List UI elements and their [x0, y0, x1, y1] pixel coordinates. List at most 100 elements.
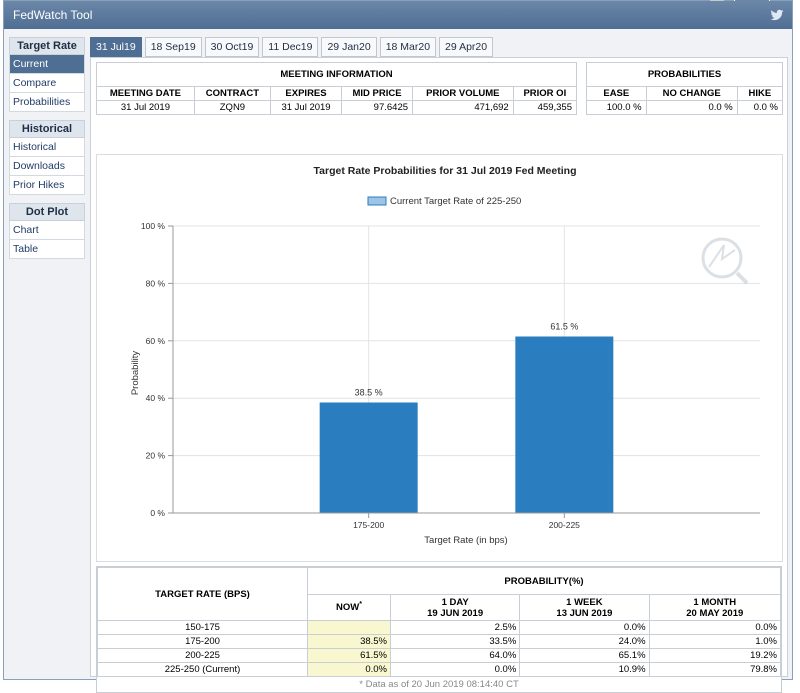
sidebar-item-chart[interactable]: Chart [9, 221, 85, 240]
prior-oi-value: 459,355 [512, 100, 578, 115]
col-prior-volume: PRIOR VOLUME [412, 86, 514, 101]
x-tick-label: 200-225 [549, 520, 580, 530]
sidebar-heading-historical: Historical [9, 120, 85, 138]
meeting-info-table: MEETING INFORMATION MEETING DATE CONTRAC… [96, 62, 578, 115]
probability-table-container: TARGET RATE (BPS) PROBABILITY(%) NOW* 1 … [96, 566, 782, 693]
sidebar-heading-target-rate: Target Rate [9, 37, 85, 55]
col-1-month: 1 MONTH 20 MAY 2019 [648, 594, 782, 621]
col-now: NOW* [307, 594, 391, 621]
sidebar-nav: Target Rate Current Compare Probabilitie… [9, 37, 85, 259]
col-1-day: 1 DAY 19 JUN 2019 [389, 594, 521, 621]
tab-18-sep19[interactable]: 18 Sep19 [144, 37, 202, 57]
expires-value: 31 Jul 2019 [269, 100, 343, 115]
day-cell: 2.5% [389, 620, 521, 635]
rate-cell: 175-200 [97, 634, 308, 649]
now-cell: 0.0% [307, 662, 391, 677]
content-panel: MEETING INFORMATION MEETING DATE CONTRAC… [90, 57, 788, 693]
col-expires: EXPIRES [269, 86, 343, 101]
col-ease: EASE [586, 86, 647, 101]
col-hike: HIKE [736, 86, 784, 101]
data-timestamp-footnote: * Data as of 20 Jun 2019 08:14:40 CT [359, 679, 519, 690]
meeting-date-value: 31 Jul 2019 [96, 100, 195, 115]
col-1-day-date: 19 JUN 2019 [427, 607, 484, 619]
col-target-rate: TARGET RATE (BPS) [97, 567, 308, 621]
month-cell: 79.8% [648, 662, 782, 677]
col-now-label: NOW [336, 602, 360, 614]
col-1-month-date: 20 MAY 2019 [686, 607, 744, 619]
now-cell: 61.5% [307, 648, 391, 663]
y-axis: 0 % 20 % 40 % 60 % 80 % 100 % [141, 221, 174, 518]
sidebar-item-current[interactable]: Current [9, 55, 85, 74]
watermark-logo-icon [701, 237, 749, 285]
ease-value: 100.0 % [586, 100, 647, 115]
probability-table: TARGET RATE (BPS) PROBABILITY(%) NOW* 1 … [97, 567, 782, 677]
title-bar: FedWatch Tool [4, 1, 792, 29]
tab-30-oct19[interactable]: 30 Oct19 [204, 37, 260, 57]
day-cell: 0.0% [389, 662, 521, 677]
month-cell: 19.2% [648, 648, 782, 663]
tab-29-apr20[interactable]: 29 Apr20 [439, 37, 494, 57]
window-title: FedWatch Tool [13, 8, 93, 22]
tab-18-mar20[interactable]: 18 Mar20 [379, 37, 437, 57]
bar-200-225[interactable] [515, 336, 614, 513]
day-cell: 64.0% [389, 648, 521, 663]
chart-grid [173, 225, 760, 514]
week-cell: 65.1% [519, 648, 650, 663]
bar-data-label: 38.5 % [355, 388, 383, 398]
y-tick-label: 0 % [150, 508, 165, 518]
y-tick-label: 20 % [146, 451, 166, 461]
col-probability: PROBABILITY(%) [307, 567, 781, 595]
table-row: 225-250 (Current) 0.0% 0.0% 10.9% 79.8% [97, 662, 782, 677]
month-cell: 0.0% [648, 620, 782, 635]
bar-data-label: 61.5 % [550, 321, 578, 331]
sidebar-item-probabilities[interactable]: Probabilities [9, 93, 85, 112]
no-change-value: 0.0 % [645, 100, 738, 115]
table-row: 200-225 61.5% 64.0% 65.1% 19.2% [97, 648, 782, 663]
col-1-week: 1 WEEK 13 JUN 2019 [519, 594, 650, 621]
main-body: Target Rate Current Compare Probabilitie… [4, 29, 792, 693]
prior-volume-value: 471,692 [412, 100, 514, 115]
col-no-change: NO CHANGE [645, 86, 738, 101]
mid-price-value: 97.6425 [341, 100, 414, 115]
sidebar-item-compare[interactable]: Compare [9, 74, 85, 93]
x-axis: 175-200 200-225 [173, 512, 760, 530]
tab-29-jan20[interactable]: 29 Jan20 [321, 37, 377, 57]
probabilities-heading: PROBABILITIES [586, 62, 783, 87]
y-axis-label: Probability [130, 351, 141, 396]
meeting-tabs: 31 Jul19 18 Sep19 30 Oct19 11 Dec19 29 J… [90, 37, 496, 57]
x-axis-label: Target Rate (in bps) [424, 535, 507, 546]
x-tick-label: 175-200 [353, 520, 384, 530]
day-cell: 33.5% [389, 634, 521, 649]
tab-31-jul19[interactable]: 31 Jul19 [90, 37, 142, 57]
chart-title: Target Rate Probabilities for 31 Jul 201… [314, 165, 577, 177]
tab-11-dec19[interactable]: 11 Dec19 [262, 37, 319, 57]
month-cell: 1.0% [648, 634, 782, 649]
y-tick-label: 100 % [141, 221, 166, 231]
col-now-mark: * [359, 601, 362, 609]
chart-legend[interactable]: Current Target Rate of 225-250 [367, 196, 521, 207]
rate-cell: 150-175 [97, 620, 308, 635]
twitter-icon[interactable] [770, 8, 784, 22]
table-row: 150-175 2.5% 0.0% 0.0% [97, 620, 782, 635]
col-1-week-date: 13 JUN 2019 [556, 607, 613, 619]
sidebar-item-downloads[interactable]: Downloads [9, 157, 85, 176]
sidebar-item-prior-hikes[interactable]: Prior Hikes [9, 176, 85, 195]
col-prior-oi: PRIOR OI [512, 86, 578, 101]
legend-swatch [367, 196, 387, 206]
now-cell [307, 620, 391, 635]
col-1-month-label: 1 MONTH [693, 596, 737, 608]
chart-bars: 38.5 % 61.5 % [319, 321, 614, 513]
probability-bar-chart: Target Rate Probabilities for 31 Jul 201… [130, 165, 760, 546]
sidebar-item-table[interactable]: Table [9, 240, 85, 259]
col-meeting-date: MEETING DATE [96, 86, 195, 101]
meeting-info-heading: MEETING INFORMATION [96, 62, 577, 87]
fedwatch-window: FedWatch Tool Target Rate Current Compar… [3, 0, 793, 693]
sidebar-heading-dot-plot: Dot Plot [9, 203, 85, 221]
contract-value: ZQN9 [193, 100, 272, 115]
week-cell: 0.0% [519, 620, 650, 635]
chart-container: Target Rate Probabilities for 31 Jul 201… [96, 154, 783, 562]
y-tick-label: 80 % [146, 278, 166, 288]
rate-cell: 225-250 (Current) [97, 662, 308, 677]
sidebar-item-historical[interactable]: Historical [9, 138, 85, 157]
bar-175-200[interactable] [319, 402, 418, 513]
